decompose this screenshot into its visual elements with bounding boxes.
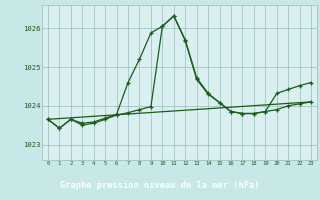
Text: Graphe pression niveau de la mer (hPa): Graphe pression niveau de la mer (hPa) (60, 181, 260, 190)
